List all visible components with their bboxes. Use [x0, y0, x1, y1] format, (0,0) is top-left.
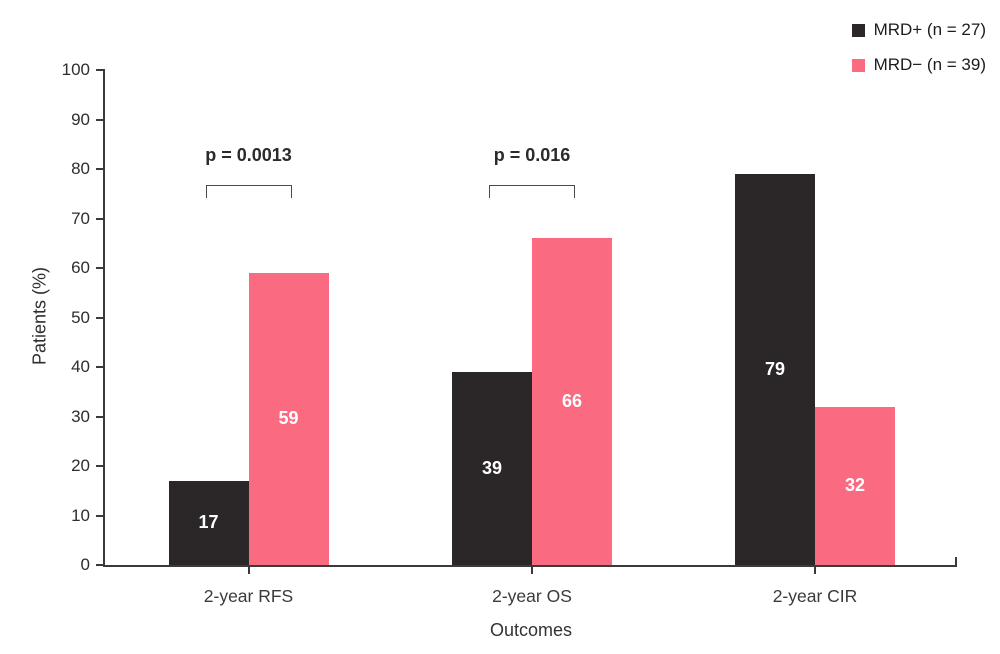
legend-label: MRD− (n = 39): [873, 55, 986, 74]
x-tick: [247, 567, 250, 574]
category-label: 2-year CIR: [772, 586, 858, 606]
y-tick-label: 50: [71, 307, 90, 327]
bar-value-label: 32: [844, 475, 866, 496]
y-tick: [96, 366, 104, 368]
bar: 17: [168, 480, 249, 565]
y-tick-label: 10: [71, 505, 90, 525]
x-axis-end-tick: [955, 557, 957, 567]
y-tick-label: 0: [80, 555, 90, 574]
y-tick: [96, 415, 104, 418]
bar: 59: [248, 272, 329, 565]
legend-item: MRD− (n = 39): [851, 55, 986, 75]
y-tick-label: 40: [71, 357, 90, 376]
y-tick: [96, 465, 104, 467]
y-tick-label: 90: [71, 109, 90, 129]
y-tick-label: 100: [61, 60, 90, 79]
p-value-label: p = 0.016: [493, 145, 571, 165]
y-tick-label: 30: [71, 406, 90, 426]
bar-value-label: 39: [481, 457, 503, 478]
y-tick-label: 70: [71, 208, 90, 228]
bar: 32: [815, 406, 895, 565]
y-tick: [96, 217, 104, 220]
y-tick: [96, 168, 104, 170]
legend-label: MRD+ (n = 27): [873, 20, 986, 39]
significance-bracket: [489, 185, 575, 198]
legend-swatch: [851, 58, 865, 72]
x-axis-line: [103, 565, 957, 567]
bar-value-label: 17: [198, 512, 219, 533]
category-label: 2-year OS: [492, 586, 572, 606]
y-tick: [96, 69, 104, 71]
y-tick: [96, 118, 104, 121]
y-axis-line: [103, 69, 105, 567]
legend: MRD+ (n = 27) MRD− (n = 39): [851, 20, 986, 90]
significance-bracket: [205, 185, 292, 198]
y-tick: [96, 514, 104, 517]
y-tick: [96, 564, 104, 566]
bar-value-label: 79: [764, 358, 786, 379]
bar: 79: [735, 173, 815, 565]
x-tick: [531, 567, 533, 574]
bar: 66: [532, 238, 612, 565]
category-label: 2-year RFS: [203, 586, 294, 606]
x-tick: [814, 567, 816, 574]
legend-item: MRD+ (n = 27): [851, 20, 986, 40]
y-tick-label: 60: [71, 258, 90, 277]
y-tick: [96, 316, 104, 319]
p-value-label: p = 0.0013: [205, 145, 292, 165]
y-tick-label: 80: [71, 159, 90, 178]
y-tick-label: 20: [71, 456, 90, 475]
y-tick: [96, 267, 104, 269]
bar: 39: [452, 371, 532, 565]
x-axis-title: Outcomes: [489, 620, 573, 640]
bar-value-label: 66: [561, 391, 583, 412]
legend-swatch: [851, 23, 865, 37]
bar-value-label: 59: [278, 408, 299, 429]
